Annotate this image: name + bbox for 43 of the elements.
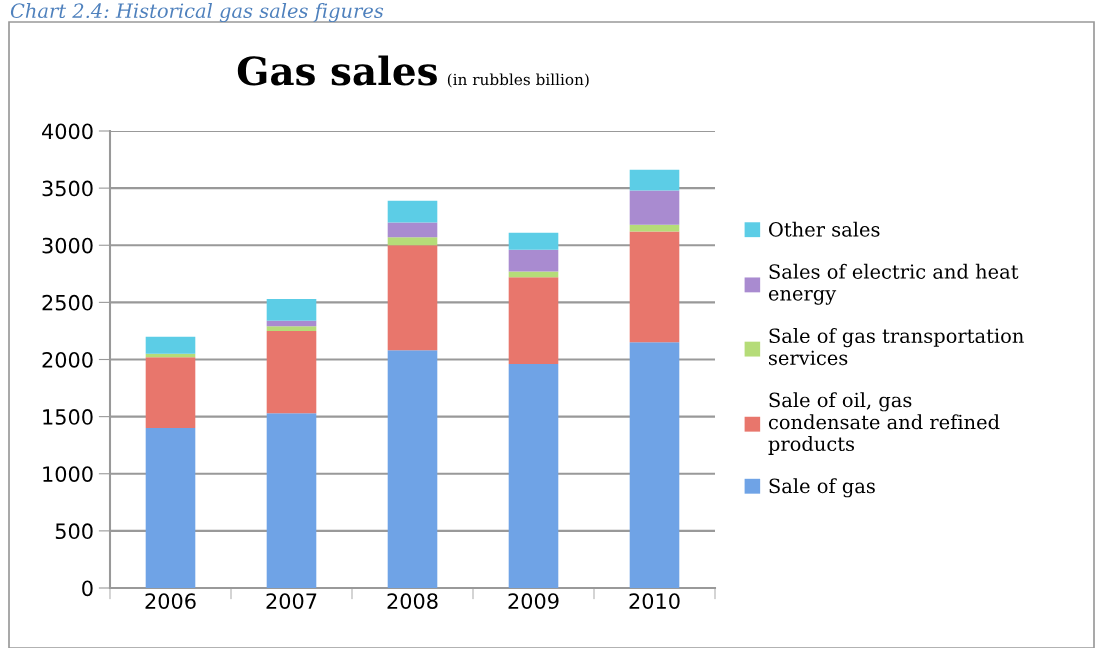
bar	[629, 224, 680, 232]
x-tick-label: 2010	[629, 593, 680, 609]
legend-label: Sale of gas transportation services	[769, 328, 1024, 366]
chart-title: Gas sales	[237, 55, 437, 86]
bar	[508, 232, 559, 250]
bar	[266, 413, 317, 588]
bar	[266, 330, 317, 414]
chart-subtitle: (in rubbles billion)	[447, 73, 589, 88]
bar	[266, 298, 317, 321]
bar	[629, 342, 680, 588]
y-tick-label: 3000	[42, 237, 93, 254]
bar	[387, 245, 438, 351]
bar	[508, 364, 559, 588]
bar	[387, 237, 438, 246]
bar	[145, 336, 196, 354]
bar	[629, 231, 680, 343]
bar	[387, 350, 438, 588]
bar	[508, 249, 559, 272]
x-tick-label: 2009	[508, 593, 559, 609]
x-tick-label: 2007	[266, 593, 317, 609]
caption: Chart 2.4: Historical gas sales figures	[10, 3, 384, 23]
legend-label: Sale of oil, gas condensate and refined products	[768, 392, 1000, 455]
bar	[387, 222, 438, 238]
y-tick-label: 500	[55, 523, 93, 540]
y-tick-label: 0	[82, 580, 93, 597]
legend-label: Sale of gas	[769, 478, 875, 498]
bar	[387, 200, 438, 223]
bar	[145, 357, 196, 429]
y-tick-label: 1500	[43, 409, 93, 425]
y-tick-label: 3500	[42, 180, 93, 197]
bar	[145, 428, 196, 588]
x-tick-label: 2006	[145, 593, 196, 609]
bar	[508, 277, 559, 365]
bar	[629, 190, 680, 225]
legend-label: Sales of electric and heat energy	[768, 263, 1019, 305]
y-tick-label: 2500	[42, 294, 93, 311]
y-tick-label: 4000	[42, 123, 93, 140]
x-tick-label: 2008	[387, 593, 438, 609]
bar	[629, 169, 680, 191]
y-tick-label: 1000	[43, 466, 93, 482]
legend-label: Other sales	[769, 221, 880, 237]
y-tick-label: 2000	[42, 351, 93, 368]
bar	[266, 326, 317, 331]
